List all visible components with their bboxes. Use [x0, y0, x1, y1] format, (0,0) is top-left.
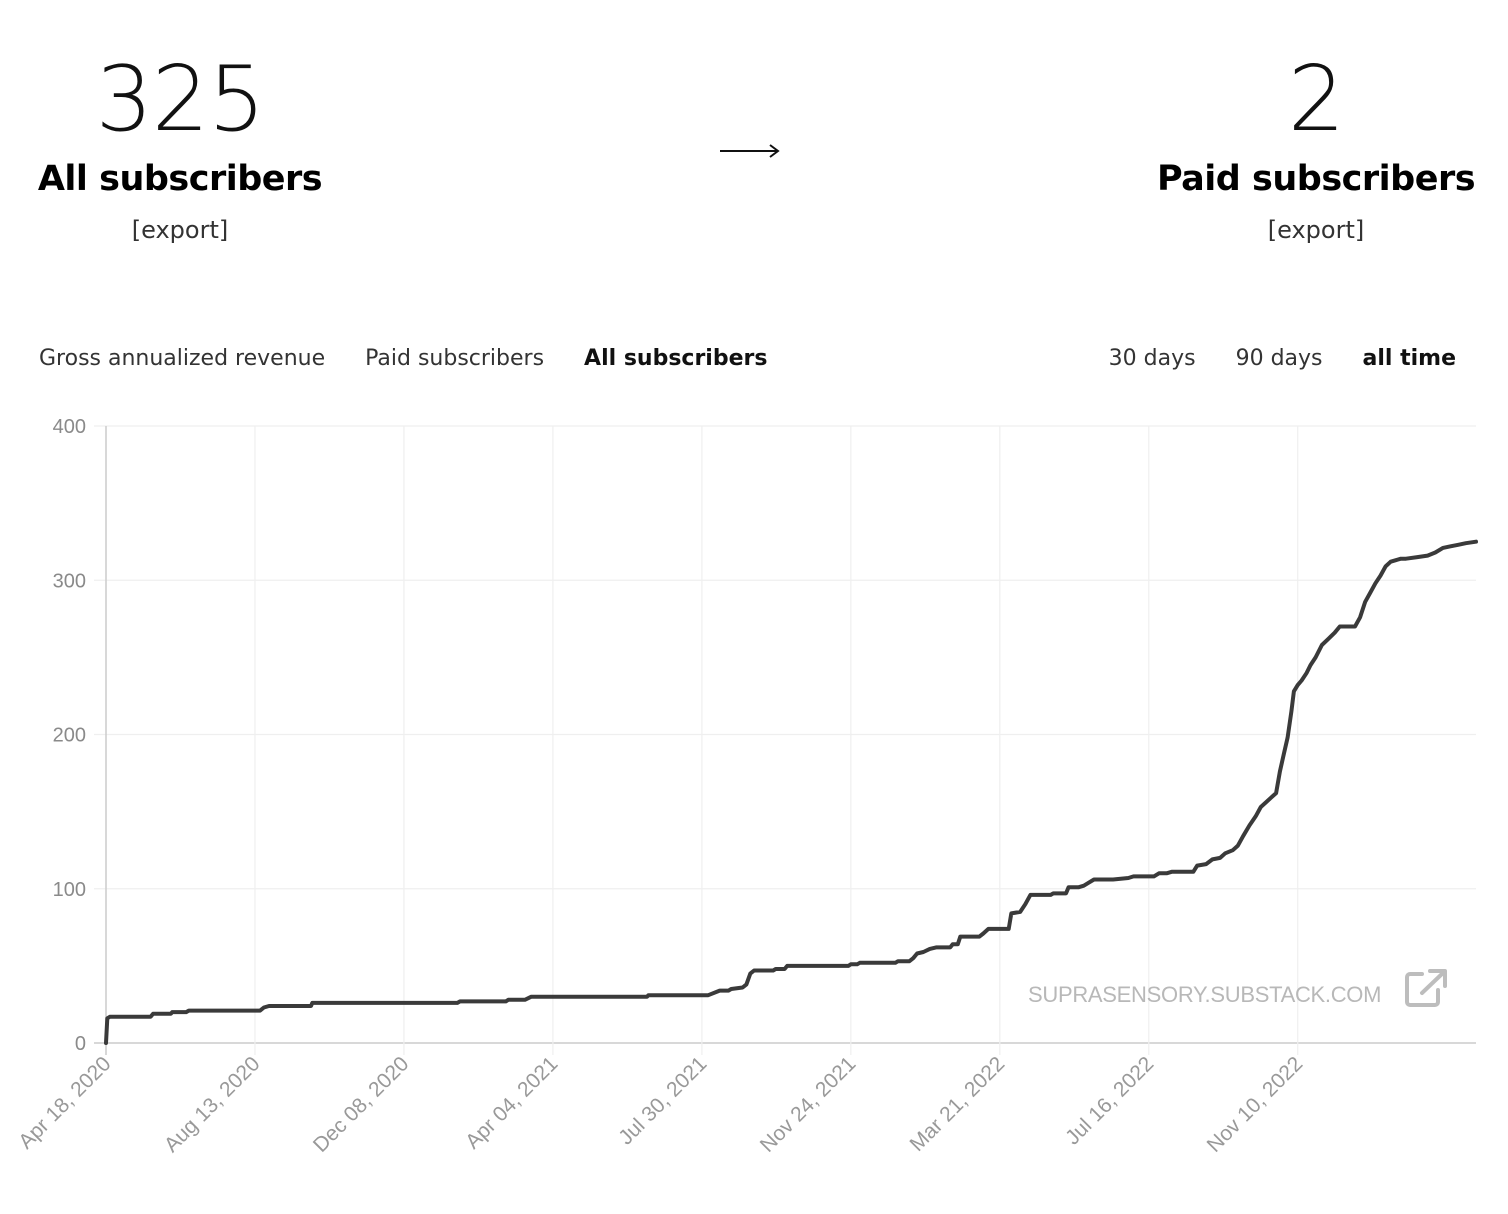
x-tick-label: Nov 10, 2022 [1203, 1052, 1308, 1157]
x-tick-label: Nov 24, 2021 [756, 1052, 861, 1157]
x-tick-label: Jul 30, 2021 [614, 1052, 711, 1149]
x-tick-label: Aug 13, 2020 [160, 1052, 265, 1157]
tab-30-days[interactable]: 30 days [1108, 346, 1196, 371]
x-tick-label: Dec 08, 2020 [309, 1052, 414, 1157]
y-tick-label: 0 [75, 1033, 86, 1055]
all-subscribers-label: All subscribers [37, 159, 323, 199]
external-link-icon[interactable] [1404, 968, 1448, 1008]
x-tick-label: Apr 04, 2021 [461, 1052, 562, 1153]
tab-90-days[interactable]: 90 days [1235, 346, 1323, 371]
x-tick-label: Apr 18, 2020 [14, 1052, 115, 1153]
y-tick-label: 100 [53, 879, 86, 901]
y-tick-label: 400 [53, 416, 86, 438]
x-tick-label: Jul 16, 2022 [1061, 1052, 1158, 1149]
all-subscribers-export-link[interactable]: [export] [131, 216, 229, 244]
right-arrow-icon [720, 144, 780, 158]
y-tick-label: 300 [53, 570, 86, 592]
publication-watermark: SUPRASENSORY.SUBSTACK.COM [1028, 982, 1382, 1007]
paid-subscribers-count: 2 [1287, 47, 1345, 152]
subscribers-series-line [104, 539, 1478, 1045]
all-subscribers-count: 325 [95, 47, 266, 152]
tab-all-subscribers[interactable]: All subscribers [584, 346, 768, 371]
paid-subscribers-label: Paid subscribers [1156, 159, 1476, 199]
y-tick-label: 200 [53, 725, 86, 747]
paid-subscribers-stat: 2 Paid subscribers [export] [1106, 40, 1508, 250]
x-tick-label: Mar 21, 2022 [906, 1052, 1010, 1156]
range-tabs: 30 days 90 days all time [1109, 346, 1456, 371]
metric-tabs: Gross annualized revenue Paid subscriber… [39, 346, 767, 371]
tab-gross-annualized-revenue[interactable]: Gross annualized revenue [39, 346, 326, 371]
tab-all-time[interactable]: all time [1362, 346, 1457, 371]
paid-subscribers-export-link[interactable]: [export] [1267, 216, 1365, 244]
tab-paid-subscribers[interactable]: Paid subscribers [365, 346, 545, 371]
all-subscribers-stat: 325 All subscribers [export] [0, 40, 390, 250]
